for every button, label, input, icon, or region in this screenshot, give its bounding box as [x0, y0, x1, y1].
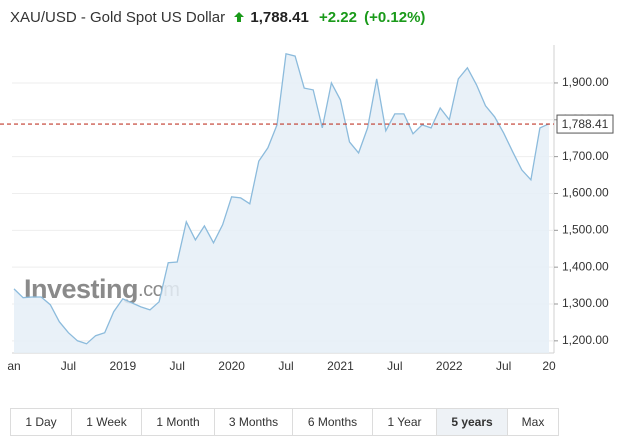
price-line: [13, 52, 550, 345]
change: +2.22: [318, 9, 357, 26]
x-tick-label: Jul: [387, 359, 402, 373]
x-tick-label: 20: [542, 359, 556, 373]
range-button[interactable]: 6 Months: [293, 409, 373, 435]
y-tick-label: 1,900.00: [562, 75, 609, 89]
x-tick-label: Jul: [496, 359, 511, 373]
price: 1,788.41: [250, 9, 309, 26]
y-tick-label: 1,200.00: [562, 333, 609, 347]
range-button[interactable]: 1 Year: [373, 409, 437, 435]
x-tick-label: 2020: [218, 359, 245, 373]
y-tick-label: 1,600.00: [562, 186, 609, 200]
header: XAU/USD - Gold Spot US Dollar 1,788.41 +…: [10, 9, 425, 26]
up-arrow: [234, 12, 245, 22]
range-button[interactable]: 1 Day: [11, 409, 72, 435]
x-tick-label: Jul: [61, 359, 76, 373]
y-tick-label: 1,300.00: [562, 296, 609, 310]
title: XAU/USD - Gold Spot US Dollar: [10, 9, 226, 26]
range-button[interactable]: 1 Week: [72, 409, 142, 435]
range-button[interactable]: 3 Months: [215, 409, 293, 435]
x-tick-label: 2022: [436, 359, 463, 373]
range-button[interactable]: Max: [508, 409, 558, 435]
x-tick-label: 2021: [327, 359, 354, 373]
watermark: Investing.com: [24, 274, 179, 304]
chart: 1,200.00 1,300.00 1,400.00 1,500.00 1,600.00…: [0, 45, 614, 373]
x-tick-label: 2019: [109, 359, 136, 373]
x-tick-label: Jul: [278, 359, 293, 373]
y-tick-label: 1,400.00: [562, 259, 609, 273]
x-tick-label: an: [7, 359, 20, 373]
range-button[interactable]: 5 years: [437, 409, 508, 435]
y-tick-label: 1,700.00: [562, 149, 609, 163]
range-button[interactable]: 1 Month: [142, 409, 215, 435]
reference-label-box: [556, 114, 614, 134]
range-buttons: 1 Day 1 Week 1 Month 3 Months 6 Months 1…: [10, 408, 559, 436]
y-tick-label: 1,500.00: [562, 222, 609, 236]
change-percent: (+0.12%): [364, 9, 426, 26]
area-fill: [14, 53, 549, 354]
reference-label: 1,788.41: [562, 117, 609, 131]
x-tick-label: Jul: [170, 359, 185, 373]
